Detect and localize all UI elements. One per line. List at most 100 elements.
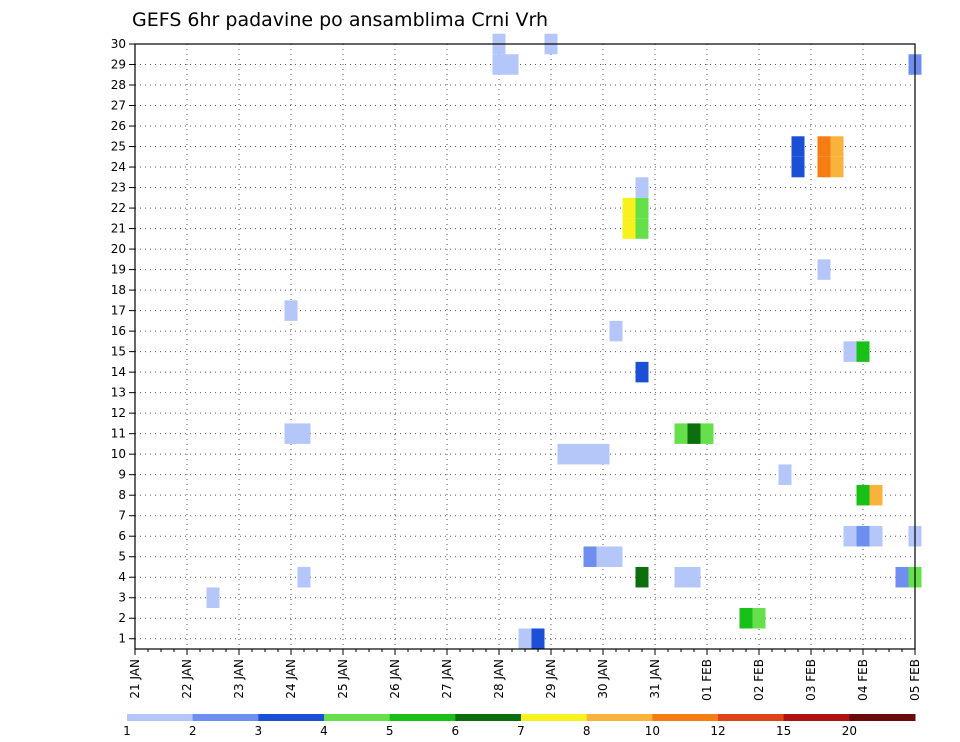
precip-cell xyxy=(635,177,649,198)
colorbar-label: 10 xyxy=(645,724,660,738)
colorbar-swatch xyxy=(849,714,916,721)
x-tick-label: 02 FEB xyxy=(752,659,766,701)
precip-cell xyxy=(843,525,857,547)
y-tick-label: 27 xyxy=(111,99,126,113)
precip-cell xyxy=(869,484,883,506)
precip-cell xyxy=(869,525,883,547)
y-tick-label: 25 xyxy=(111,140,126,154)
precip-cell xyxy=(297,423,311,444)
y-tick-label: 8 xyxy=(118,488,126,502)
y-tick-label: 12 xyxy=(111,406,126,420)
precip-cell xyxy=(518,628,532,649)
precip-cell xyxy=(583,546,597,567)
colorbar-swatch xyxy=(127,714,194,721)
y-tick-label: 2 xyxy=(118,611,126,625)
y-tick-label: 6 xyxy=(118,529,126,543)
plot-frame xyxy=(134,43,916,650)
precip-cell xyxy=(635,566,649,588)
colorbar-swatch xyxy=(718,714,785,721)
y-tick-label: 4 xyxy=(118,570,126,584)
x-tick-label: 29 JAN xyxy=(544,659,558,699)
precip-cell xyxy=(531,628,545,649)
precip-cell xyxy=(557,443,571,465)
y-tick-label: 1 xyxy=(118,632,126,646)
precip-cell xyxy=(817,136,831,157)
precip-cell xyxy=(297,566,311,588)
colorbar-label: 6 xyxy=(452,724,460,738)
precip-cell xyxy=(635,361,649,383)
precip-cell xyxy=(687,566,701,588)
y-tick-label: 28 xyxy=(111,78,126,92)
precip-cell xyxy=(739,607,753,629)
colorbar-swatch xyxy=(652,714,719,721)
colorbar-swatch xyxy=(192,714,259,721)
x-tick-label: 31 JAN xyxy=(648,659,662,699)
precip-cell xyxy=(752,607,766,629)
precip-cell xyxy=(856,525,870,547)
precip-cell xyxy=(843,341,857,362)
precip-cell xyxy=(778,464,792,485)
precip-cell xyxy=(596,546,610,567)
colorbar-swatch xyxy=(258,714,325,721)
colorbar-label: 20 xyxy=(842,724,857,738)
x-axis: 21 JAN 22 JAN 23 JAN 24 JAN 25 JAN 26 JAN 27 J… xyxy=(128,649,922,701)
precip-cell xyxy=(609,546,623,567)
colorbar-swatch xyxy=(389,714,456,721)
precip-cell xyxy=(583,443,597,465)
colorbar-label: 2 xyxy=(189,724,197,738)
x-tick-label: 26 JAN xyxy=(388,659,402,699)
colorbar-swatch xyxy=(455,714,522,721)
precip-cell xyxy=(505,54,519,75)
x-tick-label: 01 FEB xyxy=(700,659,714,701)
y-tick-label: 26 xyxy=(111,119,126,133)
precip-cell xyxy=(674,423,688,444)
precip-cell xyxy=(284,300,298,321)
colorbar-label: 7 xyxy=(517,724,525,738)
precip-cell xyxy=(856,341,870,362)
y-tick-label: 15 xyxy=(111,345,126,359)
x-tick-label: 24 JAN xyxy=(284,659,298,699)
y-tick-label: 7 xyxy=(118,509,126,523)
y-tick-label: 29 xyxy=(111,58,126,72)
y-tick-label: 24 xyxy=(111,160,126,174)
data-cells xyxy=(206,33,922,649)
precip-cell xyxy=(674,566,688,588)
colorbar-label: 4 xyxy=(320,724,328,738)
grid-lines xyxy=(134,43,916,649)
y-tick-label: 13 xyxy=(111,386,126,400)
y-axis: 1234567891011121314151617181920212223242… xyxy=(111,37,135,646)
precip-cell xyxy=(791,156,805,178)
y-tick-label: 14 xyxy=(111,365,126,379)
colorbar-swatch xyxy=(783,714,850,721)
precip-cell xyxy=(570,443,584,465)
precip-cell xyxy=(635,197,649,219)
precip-cell xyxy=(622,218,636,239)
precip-cell xyxy=(700,423,714,444)
precip-cell xyxy=(622,197,636,219)
y-tick-label: 3 xyxy=(118,591,126,605)
colorbar-swatch xyxy=(586,714,653,721)
x-tick-label: 03 FEB xyxy=(804,659,818,701)
colorbar-label: 5 xyxy=(386,724,394,738)
x-tick-label: 25 JAN xyxy=(336,659,350,699)
x-tick-label: 27 JAN xyxy=(440,659,454,699)
y-tick-label: 21 xyxy=(111,222,126,236)
colorbar-swatch xyxy=(521,714,588,721)
y-tick-label: 5 xyxy=(118,550,126,564)
precip-cell xyxy=(596,443,610,465)
precip-cell xyxy=(830,136,844,157)
chart-title: GEFS 6hr padavine po ansamblima Crni Vrh xyxy=(132,9,548,31)
x-tick-label: 30 JAN xyxy=(596,659,610,699)
y-tick-label: 30 xyxy=(111,37,126,51)
x-tick-label: 28 JAN xyxy=(492,659,506,699)
precip-cell xyxy=(856,484,870,506)
colorbar-label: 1 xyxy=(123,724,131,738)
x-tick-label: 21 JAN xyxy=(128,659,142,699)
y-tick-label: 11 xyxy=(111,427,126,441)
x-tick-label: 05 FEB xyxy=(908,659,922,701)
colorbar-label: 3 xyxy=(255,724,263,738)
y-tick-label: 10 xyxy=(111,447,126,461)
precip-cell xyxy=(206,587,220,608)
y-tick-label: 17 xyxy=(111,304,126,318)
